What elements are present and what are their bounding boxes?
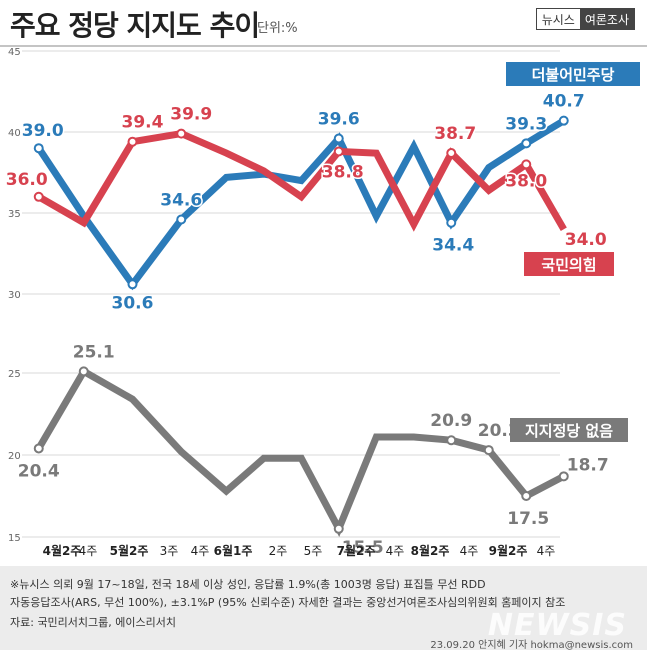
- y-tick-label: 25: [8, 369, 21, 380]
- data-label: 20.9: [430, 411, 472, 431]
- point-marker: [33, 191, 44, 202]
- x-tick-label: 8월2주: [411, 543, 450, 558]
- series-line-1: [37, 129, 567, 232]
- data-label: 17.5: [507, 509, 549, 529]
- legend-swatch: [524, 252, 614, 276]
- y-tick-label: 15: [8, 533, 21, 544]
- newsis-watermark: NEWSIS: [487, 608, 627, 643]
- point-marker: [127, 136, 138, 147]
- note-line-2: 자동응답조사(ARS, 무선 100%), ±3.1%P (95% 신뢰수준) …: [10, 596, 566, 609]
- point-marker: [333, 133, 344, 144]
- y-tick-label: 45: [8, 47, 21, 58]
- point-marker: [176, 214, 187, 225]
- notes-panel: ※뉴시스 의뢰 9월 17~18일, 전국 18세 이상 성인, 응답률 1.9…: [0, 566, 647, 651]
- y-tick-label: 30: [8, 290, 21, 301]
- note-line-1: ※뉴시스 의뢰 9월 17~18일, 전국 18세 이상 성인, 응답률 1.9…: [10, 578, 486, 591]
- data-label: 25.1: [73, 342, 115, 362]
- brand-poll: 여론조사: [579, 9, 634, 29]
- x-tick-label: 4월2주: [43, 543, 82, 558]
- data-label: 39.3: [505, 114, 547, 134]
- y-tick-label: 20: [8, 451, 21, 462]
- point-marker: [176, 128, 187, 139]
- header: 주요 정당 지지도 추이 단위:% 뉴시스 여론조사: [0, 0, 647, 44]
- credit-line: 23.09.20 안지혜 기자 hokma@newsis.com: [430, 640, 633, 651]
- x-tick-label: 5주: [304, 544, 323, 558]
- data-label: 38.7: [434, 124, 476, 144]
- data-label: 20.3: [478, 421, 520, 441]
- unit-label: 단위:%: [257, 21, 298, 36]
- x-tick-label: 7월2주: [337, 543, 376, 558]
- point-marker: [446, 148, 457, 159]
- data-label: 18.7: [567, 455, 609, 475]
- legend-swatch: [506, 62, 640, 86]
- legend-label: 더불어민주당: [532, 66, 615, 84]
- x-tick-label: 4주: [79, 544, 98, 558]
- x-tick-label: 3주: [160, 544, 179, 558]
- chart-title: 주요 정당 지지도 추이: [10, 9, 260, 42]
- point-marker: [521, 159, 532, 170]
- point-marker: [78, 366, 89, 377]
- point-marker: [333, 146, 344, 157]
- data-label: 39.4: [122, 113, 164, 133]
- legend-swatch: [510, 418, 628, 442]
- data-label: 34.4: [432, 236, 474, 256]
- y-tick-label: 35: [8, 209, 21, 220]
- point-marker: [333, 523, 344, 534]
- x-tick-label: 4주: [537, 544, 556, 558]
- x-tick-label: 5월2주: [110, 543, 149, 558]
- data-label: 20.4: [18, 461, 60, 481]
- point-marker: [483, 445, 494, 456]
- x-tick-label: 4주: [460, 544, 479, 558]
- brand-badge: 뉴시스 여론조사: [535, 8, 635, 30]
- data-label: 39.9: [170, 105, 212, 125]
- series-line-0: [35, 117, 566, 291]
- data-label: 40.7: [543, 92, 585, 112]
- point-marker: [558, 471, 569, 482]
- point-marker: [558, 115, 569, 126]
- data-label: 38.8: [322, 162, 364, 182]
- point-marker: [446, 217, 457, 228]
- x-tick-label: 4주: [191, 544, 210, 558]
- y-tick-label: 40: [8, 128, 21, 139]
- data-label: 38.0: [505, 171, 547, 191]
- data-label: 34.6: [160, 190, 202, 210]
- point-marker: [33, 443, 44, 454]
- grid: [22, 50, 560, 538]
- y-axis-ticks: 30 35 40 45 15 20 25: [8, 47, 21, 544]
- data-label: 39.6: [318, 109, 360, 129]
- data-label: 39.0: [22, 121, 64, 141]
- data-label: 36.0: [6, 170, 48, 190]
- point-marker: [521, 491, 532, 501]
- data-label: 30.6: [112, 293, 154, 313]
- value-labels: 39.0 30.6 34.6 39.6 34.4 39.340.7 36.0 39.4 39.9…: [4, 90, 610, 559]
- data-label: 34.0: [565, 230, 607, 250]
- source-note: 자료: 국민리서치그룹, 에이스리서치: [10, 616, 176, 629]
- point-marker: [446, 435, 457, 446]
- series-line-2: [35, 366, 566, 538]
- x-tick-label: 2주: [269, 544, 288, 558]
- x-tick-label: 6월1주: [214, 543, 253, 558]
- point-marker: [521, 138, 532, 149]
- x-tick-label: 9월2주: [489, 543, 528, 558]
- series-lines: [35, 117, 567, 538]
- data-label: 15.5: [342, 538, 384, 558]
- brand-newsis: 뉴시스: [536, 9, 580, 29]
- legend-label: 지지정당 없음: [525, 422, 613, 440]
- markers: [33, 115, 569, 534]
- x-tick-label: 4주: [386, 544, 405, 558]
- point-marker: [33, 143, 44, 154]
- point-marker: [127, 279, 138, 290]
- legend-label: 국민의힘: [541, 256, 596, 274]
